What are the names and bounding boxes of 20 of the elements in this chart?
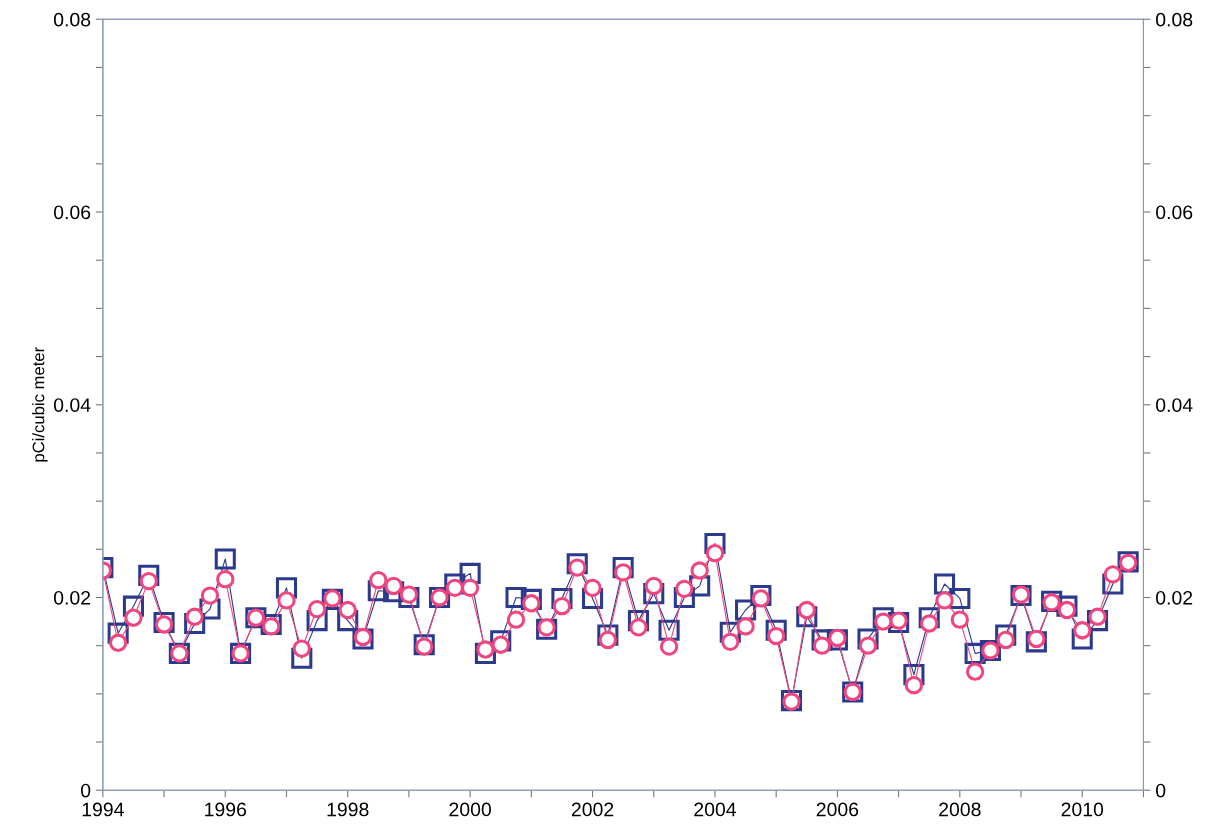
- x-tick-label: 1994: [82, 802, 124, 817]
- y-tick-label: 0: [80, 783, 91, 798]
- y2-tick-label: 0.06: [1156, 205, 1193, 220]
- y-tick-label: 0.04: [53, 398, 91, 412]
- y-tick-label: 0.02: [53, 590, 91, 605]
- y2-tick-label: 0.02: [1156, 590, 1193, 605]
- x-tick-label: 2006: [816, 802, 859, 817]
- y2-tick-label: 0: [1156, 783, 1166, 798]
- x-tick-label: 1998: [327, 802, 369, 817]
- x-tick-label: 2004: [694, 802, 737, 817]
- x-tick-label: 2008: [939, 802, 981, 817]
- y2-tick-label: 0.04: [1156, 398, 1193, 412]
- y-axis-title: pCi/cubic meter: [32, 347, 48, 462]
- y-tick-label: 0.06: [53, 205, 91, 220]
- y-tick-label: 0.08: [53, 12, 91, 27]
- x-tick-label: 2010: [1061, 802, 1104, 817]
- x-tick-label: 2002: [571, 802, 614, 817]
- y2-tick-label: 0.08: [1156, 12, 1193, 27]
- x-tick-label: 1996: [205, 802, 247, 817]
- x-tick-label: 2000: [449, 802, 491, 817]
